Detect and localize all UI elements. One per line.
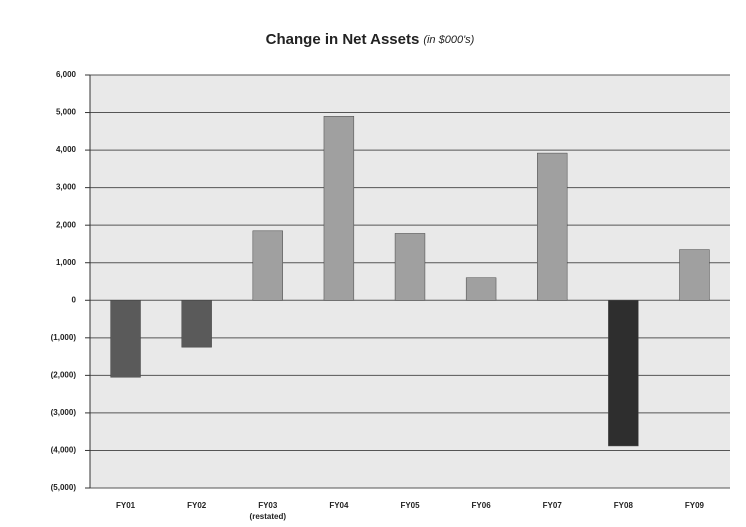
y-tick-label: 5,000 bbox=[56, 108, 77, 117]
bar bbox=[537, 152, 568, 301]
bar bbox=[608, 300, 639, 447]
y-tick-label: 6,000 bbox=[56, 70, 77, 79]
title-main: Change in Net Assets bbox=[266, 31, 420, 48]
y-tick-label: 3,000 bbox=[56, 183, 77, 192]
bar bbox=[181, 300, 212, 348]
bar bbox=[110, 300, 141, 378]
x-tick-label: FY04 bbox=[329, 501, 349, 510]
title-note: (in $000's) bbox=[423, 34, 474, 46]
x-tick-label: FY03 (restated) bbox=[250, 501, 287, 521]
bar bbox=[323, 116, 355, 301]
y-tick-label: (2,000) bbox=[51, 370, 77, 379]
y-tick-label: 0 bbox=[72, 295, 77, 304]
x-tick-label: FY07 bbox=[543, 501, 563, 510]
bar bbox=[394, 233, 426, 301]
bar bbox=[465, 277, 497, 301]
y-tick-label: 4,000 bbox=[56, 145, 77, 154]
y-tick-label: (3,000) bbox=[51, 408, 77, 417]
x-tick-label: FY02 bbox=[187, 501, 207, 510]
bar bbox=[252, 230, 283, 301]
x-tick-label: FY01 bbox=[116, 501, 136, 510]
bar bbox=[679, 249, 710, 301]
y-tick-label: (5,000) bbox=[51, 483, 77, 492]
x-tick-label: FY08 bbox=[614, 501, 634, 510]
x-tick-label: FY06 bbox=[472, 501, 492, 510]
y-tick-label: 1,000 bbox=[56, 258, 77, 267]
x-tick-label: FY09 bbox=[685, 501, 705, 510]
chart-title: Change in Net Assets (in $000's) bbox=[266, 31, 475, 48]
y-tick-label: 2,000 bbox=[56, 220, 77, 229]
y-tick-label: (1,000) bbox=[51, 333, 77, 342]
x-tick-label: FY05 bbox=[400, 501, 420, 510]
y-tick-label: (4,000) bbox=[51, 446, 77, 455]
